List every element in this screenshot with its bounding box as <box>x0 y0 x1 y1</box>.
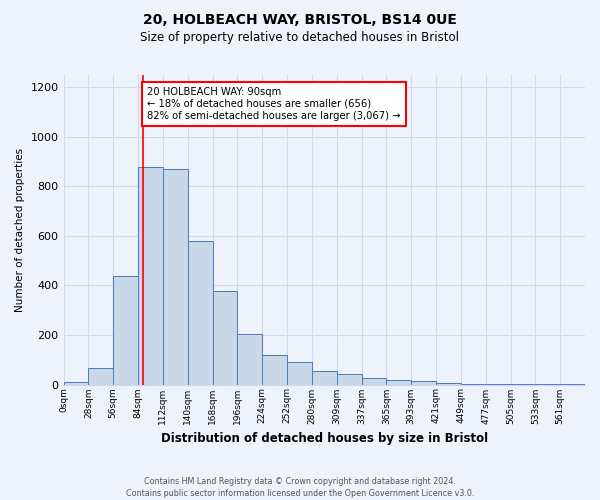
Text: 20 HOLBEACH WAY: 90sqm
← 18% of detached houses are smaller (656)
82% of semi-de: 20 HOLBEACH WAY: 90sqm ← 18% of detached… <box>147 88 401 120</box>
Bar <box>362 378 386 384</box>
Bar <box>188 241 212 384</box>
Bar <box>64 382 88 384</box>
Bar <box>436 383 461 384</box>
Bar <box>212 291 238 384</box>
Bar <box>386 380 411 384</box>
Text: 20, HOLBEACH WAY, BRISTOL, BS14 0UE: 20, HOLBEACH WAY, BRISTOL, BS14 0UE <box>143 12 457 26</box>
Bar <box>287 362 312 384</box>
Text: Contains HM Land Registry data © Crown copyright and database right 2024.: Contains HM Land Registry data © Crown c… <box>144 477 456 486</box>
Bar <box>411 381 436 384</box>
Bar <box>312 371 337 384</box>
Bar <box>113 276 138 384</box>
Bar <box>238 334 262 384</box>
Bar <box>163 169 188 384</box>
Bar <box>262 355 287 384</box>
Y-axis label: Number of detached properties: Number of detached properties <box>15 148 25 312</box>
Bar <box>88 368 113 384</box>
Bar <box>138 166 163 384</box>
Text: Size of property relative to detached houses in Bristol: Size of property relative to detached ho… <box>140 31 460 44</box>
Text: Contains public sector information licensed under the Open Government Licence v3: Contains public sector information licen… <box>126 488 474 498</box>
X-axis label: Distribution of detached houses by size in Bristol: Distribution of detached houses by size … <box>161 432 488 445</box>
Bar <box>337 374 362 384</box>
